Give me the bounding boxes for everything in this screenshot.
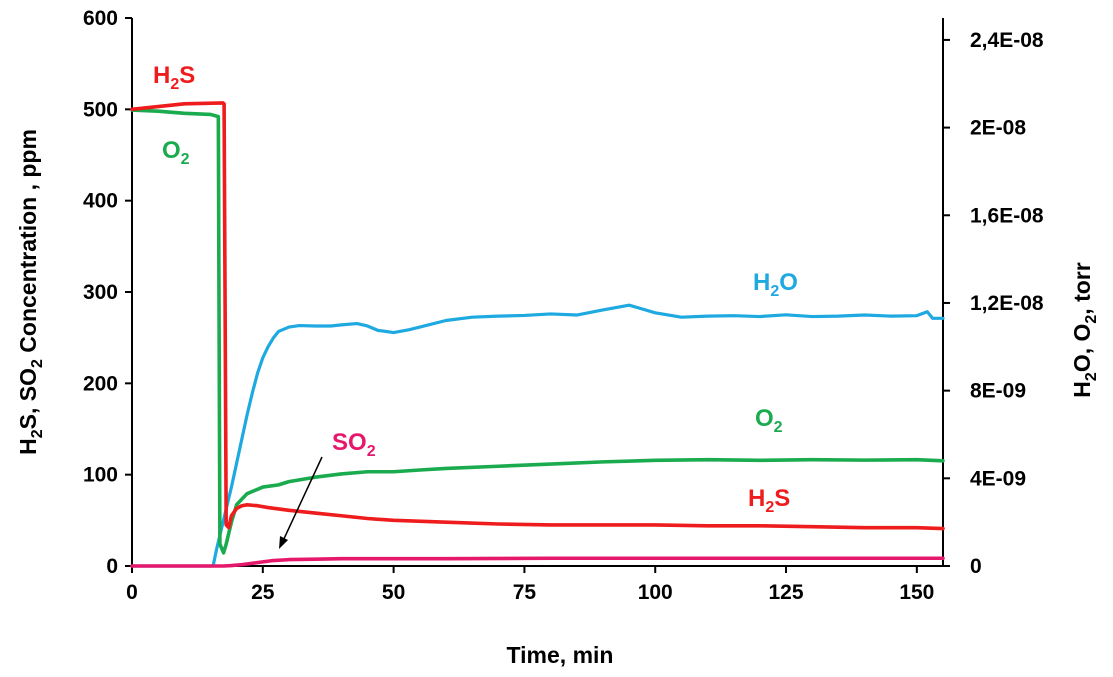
x-tick-label: 50 xyxy=(382,581,405,604)
label-o2-bottom: O2 xyxy=(755,405,783,436)
series-line-so2 xyxy=(130,556,945,568)
x-tick-label: 150 xyxy=(899,581,934,604)
y-right-tick-label: 1,6E-08 xyxy=(970,204,1044,227)
x-tick-label: 100 xyxy=(638,581,673,604)
y-right-tick-label: 8E-09 xyxy=(970,380,1026,403)
label-o2-top: O2 xyxy=(162,137,190,168)
x-tick-label: 125 xyxy=(769,581,804,604)
x-tick-label: 0 xyxy=(126,581,138,604)
x-tick-label: 75 xyxy=(513,581,537,604)
y-right-tick-label: 2E-08 xyxy=(970,117,1026,140)
series-line-o2 xyxy=(130,108,945,555)
y-left-tick-label: 400 xyxy=(83,190,118,213)
so2-annotation-arrow xyxy=(279,456,323,549)
y-right-tick-label: 0 xyxy=(970,555,982,578)
y-left-tick-label: 0 xyxy=(106,555,118,578)
y-right-tick-label: 4E-09 xyxy=(970,467,1026,490)
label-h2s-bottom: H2S xyxy=(748,485,790,516)
y-left-tick-label: 300 xyxy=(83,281,118,304)
ticks: 0 25 50 75 100 125 150 0 100 200 300 400 500 600 0 4E-0… xyxy=(83,7,1044,604)
y-left-tick-label: 500 xyxy=(83,98,118,121)
series-line-h2o xyxy=(130,303,945,568)
series-line-h2s xyxy=(130,101,945,531)
axes xyxy=(131,18,944,567)
y-left-tick-label: 200 xyxy=(83,372,118,395)
series-layer xyxy=(130,101,945,568)
y-right-tick-label: 1,2E-08 xyxy=(970,292,1044,315)
y-left-tick-label: 600 xyxy=(83,7,118,30)
y-right-axis-title: H2O, O2, torr xyxy=(1069,262,1100,397)
label-h2o: H2O xyxy=(753,269,798,300)
x-axis-title: Time, min xyxy=(507,642,614,668)
y-left-tick-label: 100 xyxy=(83,464,118,487)
y-right-tick-label: 2,4E-08 xyxy=(970,29,1044,52)
y-left-axis-title: H2S, SO2 Concentration , ppm xyxy=(15,129,46,455)
label-h2s-top: H2S xyxy=(153,62,195,93)
x-tick-label: 25 xyxy=(251,581,275,604)
label-so2: SO2 xyxy=(332,429,376,460)
